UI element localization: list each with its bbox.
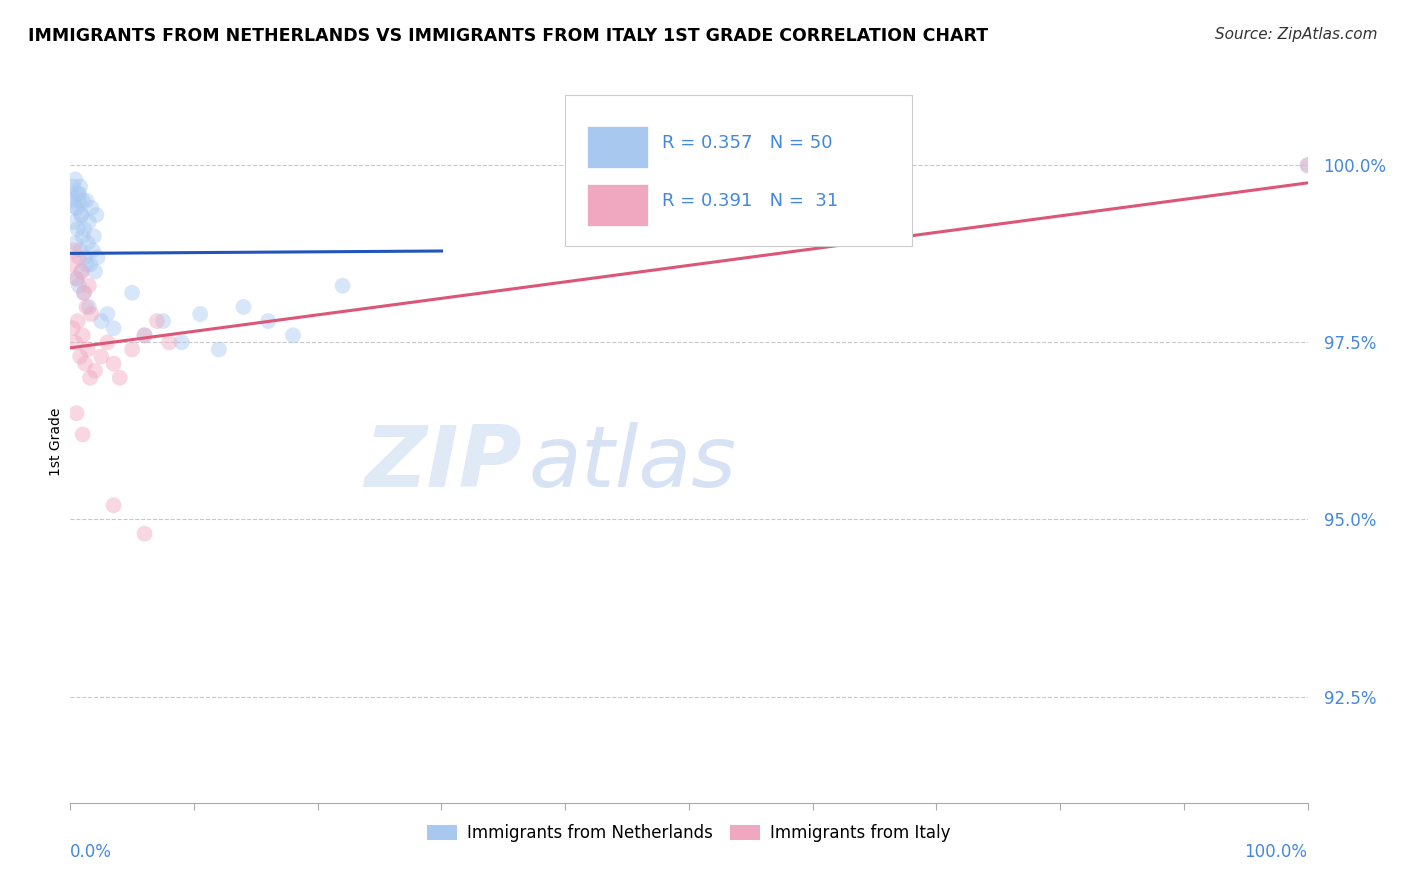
Point: [152, 314, 174, 328]
Point: [232, 300, 254, 314]
Point: [134, 526, 156, 541]
Point: [76, 343, 98, 357]
Point: [73, 285, 96, 300]
Point: [67, 278, 90, 293]
Point: [65, 271, 87, 285]
Point: [84, 208, 107, 222]
Text: R = 0.391   N =  31: R = 0.391 N = 31: [662, 192, 838, 210]
Point: [60, 257, 83, 271]
Y-axis label: 1st Grade: 1st Grade: [49, 408, 63, 475]
Text: IMMIGRANTS FROM NETHERLANDS VS IMMIGRANTS FROM ITALY 1ST GRADE CORRELATION CHART: IMMIGRANTS FROM NETHERLANDS VS IMMIGRANT…: [28, 27, 988, 45]
Point: [72, 328, 94, 343]
Point: [96, 307, 118, 321]
Point: [84, 264, 107, 278]
Point: [108, 371, 131, 385]
Point: [90, 314, 112, 328]
Point: [82, 244, 104, 258]
Point: [146, 314, 169, 328]
Text: ZIP: ZIP: [364, 422, 522, 505]
Point: [70, 208, 93, 222]
Point: [65, 271, 87, 285]
Point: [65, 406, 87, 420]
Point: [63, 244, 86, 258]
Point: [134, 328, 156, 343]
Point: [67, 194, 90, 208]
Point: [66, 186, 89, 201]
Text: atlas: atlas: [529, 422, 737, 505]
Point: [75, 300, 97, 314]
Point: [69, 244, 91, 258]
Point: [76, 236, 98, 251]
Point: [75, 257, 97, 271]
Point: [79, 257, 101, 271]
Point: [208, 343, 231, 357]
Point: [73, 222, 96, 236]
Point: [66, 314, 89, 328]
Point: [75, 251, 97, 265]
Point: [65, 236, 87, 251]
Point: [80, 307, 103, 321]
Point: [121, 285, 143, 300]
Point: [170, 335, 193, 350]
Point: [67, 251, 90, 265]
Point: [69, 350, 91, 364]
Point: [281, 328, 304, 343]
Point: [83, 229, 105, 244]
Point: [157, 335, 180, 350]
Point: [63, 194, 86, 208]
Point: [65, 201, 87, 215]
Text: 0.0%: 0.0%: [70, 843, 112, 861]
Legend: Immigrants from Netherlands, Immigrants from Italy: Immigrants from Netherlands, Immigrants …: [420, 817, 957, 848]
Point: [77, 278, 100, 293]
Point: [67, 186, 90, 201]
Point: [79, 371, 101, 385]
Point: [70, 208, 93, 222]
Point: [103, 498, 125, 512]
Point: [96, 335, 118, 350]
Point: [1296, 158, 1319, 172]
Point: [75, 194, 97, 208]
Point: [73, 285, 96, 300]
Point: [257, 314, 280, 328]
Point: [72, 427, 94, 442]
Point: [121, 343, 143, 357]
Point: [90, 350, 112, 364]
FancyBboxPatch shape: [565, 95, 911, 246]
Point: [103, 357, 125, 371]
FancyBboxPatch shape: [588, 126, 648, 169]
Point: [72, 194, 94, 208]
Point: [103, 321, 125, 335]
Point: [80, 201, 103, 215]
Point: [188, 307, 211, 321]
Point: [77, 215, 100, 229]
Point: [65, 172, 87, 186]
Point: [75, 357, 97, 371]
Point: [69, 179, 91, 194]
Point: [72, 229, 94, 244]
Point: [66, 222, 89, 236]
Point: [65, 335, 87, 350]
Text: Source: ZipAtlas.com: Source: ZipAtlas.com: [1215, 27, 1378, 42]
Point: [70, 264, 93, 278]
Point: [62, 321, 84, 335]
Point: [134, 328, 156, 343]
Point: [60, 186, 83, 201]
Point: [62, 179, 84, 194]
Point: [70, 264, 93, 278]
Point: [65, 201, 87, 215]
FancyBboxPatch shape: [588, 184, 648, 227]
Point: [332, 278, 354, 293]
Text: R = 0.357   N = 50: R = 0.357 N = 50: [662, 134, 832, 153]
Point: [63, 215, 86, 229]
Point: [77, 300, 100, 314]
Point: [84, 364, 107, 378]
Point: [1296, 158, 1319, 172]
Point: [86, 251, 108, 265]
Text: 100.0%: 100.0%: [1244, 843, 1308, 861]
